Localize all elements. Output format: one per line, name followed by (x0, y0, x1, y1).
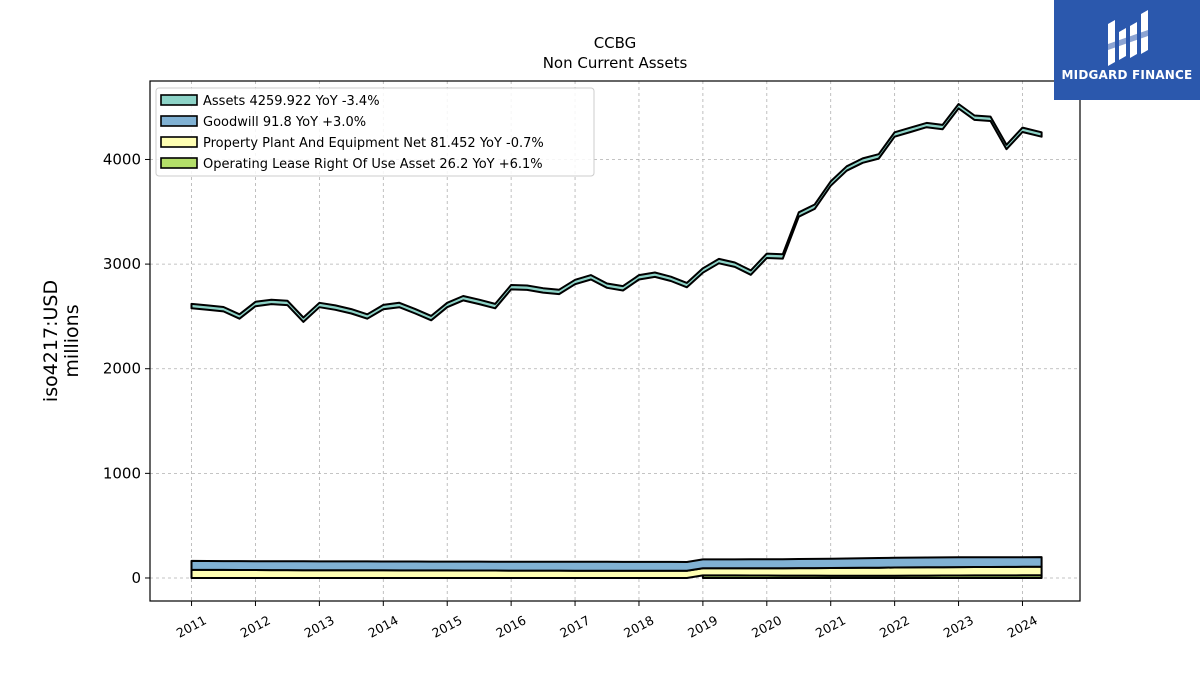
y-tick-label: 0 (131, 569, 141, 587)
x-tick-label: 2020 (749, 612, 784, 640)
x-tick-label: 2022 (877, 612, 912, 640)
y-axis-label-line2: millions (61, 304, 83, 377)
y-tick-label: 2000 (103, 360, 141, 378)
y-axis-label-line1: iso4217:USD (40, 280, 62, 402)
x-tick-label: 2014 (365, 612, 400, 640)
series-area-1 (190, 556, 1043, 572)
legend-swatch (160, 94, 198, 106)
x-tick-label: 2019 (685, 612, 720, 640)
brand-logo: MIDGARD FINANCE (1054, 0, 1200, 100)
legend-entry: Operating Lease Right Of Use Asset 26.2 … (203, 157, 543, 172)
legend-entry: Goodwill 91.8 YoY +3.0% (203, 115, 366, 130)
legend-entry: Property Plant And Equipment Net 81.452 … (203, 136, 544, 151)
x-tick-label: 2015 (429, 612, 464, 640)
x-tick-label: 2016 (493, 612, 528, 640)
chart-title: CCBG (594, 34, 637, 52)
y-tick-label: 1000 (103, 464, 141, 482)
y-tick-label: 4000 (103, 150, 141, 168)
x-tick-label: 2017 (557, 612, 592, 640)
x-tick-label: 2011 (174, 612, 209, 640)
brand-name: MIDGARD FINANCE (1061, 68, 1193, 82)
x-tick-label: 2012 (238, 612, 273, 640)
x-tick-label: 2021 (813, 612, 848, 640)
y-axis-label: iso4217:USD millions (40, 280, 83, 402)
grid (150, 81, 1080, 601)
plot-frame (149, 80, 1081, 602)
midgard-logo-icon (1108, 10, 1148, 66)
series-area-0 (190, 103, 1043, 323)
x-tick-label: 2024 (1005, 612, 1040, 640)
y-tick-label: 3000 (103, 255, 141, 273)
legend-swatch (160, 136, 198, 148)
x-tick-label: 2018 (621, 612, 656, 640)
x-tick-label: 2013 (302, 612, 337, 640)
x-tick-label: 2023 (941, 612, 976, 640)
legend: Assets 4259.922 YoY -3.4% Goodwill 91.8 Y… (155, 87, 595, 177)
legend-box (155, 87, 595, 177)
legend-swatch (160, 157, 198, 169)
series-areas (190, 103, 1043, 579)
legend-entry: Assets 4259.922 YoY -3.4% (203, 94, 380, 109)
chart-subtitle: Non Current Assets (543, 54, 688, 72)
legend-swatch (160, 115, 198, 127)
